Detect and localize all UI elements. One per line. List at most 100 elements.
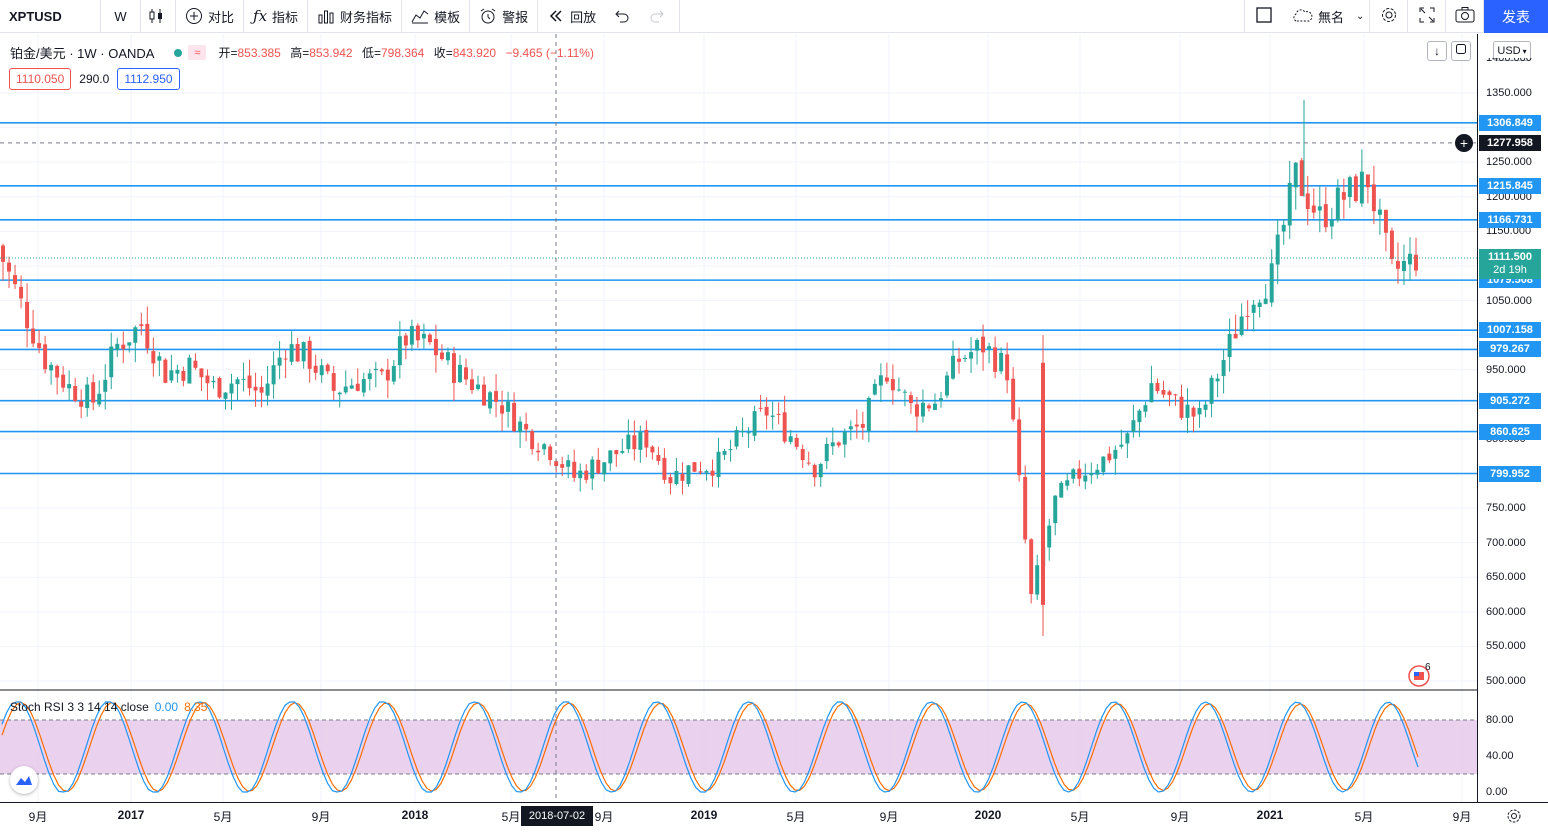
stoch-title: Stoch RSI 3 3 14 14 close <box>10 700 149 714</box>
maximize-pane-button[interactable] <box>1451 41 1471 61</box>
chart-type-button[interactable] <box>141 0 176 33</box>
candle-body <box>247 375 252 389</box>
candle-body <box>512 402 517 432</box>
candle-body <box>1059 482 1064 498</box>
candle-body <box>403 335 408 346</box>
candle-body <box>1383 209 1388 233</box>
candle-body <box>614 450 619 455</box>
undo-icon <box>613 8 629 24</box>
candle-body <box>1119 444 1124 447</box>
fx-icon: ƒx <box>253 7 268 25</box>
candle-body <box>758 407 763 409</box>
candle-body <box>590 459 595 479</box>
time-label: 2018 <box>401 808 429 822</box>
candle-body <box>548 446 553 461</box>
candle-body <box>981 336 986 353</box>
candle-body <box>427 334 432 343</box>
candle-body <box>632 435 637 450</box>
candle-body <box>1047 525 1052 548</box>
candle-body <box>193 360 198 368</box>
session-icon[interactable]: ≈ <box>188 45 207 60</box>
symbol-search-button[interactable]: XPTUSD <box>0 0 101 33</box>
top-toolbar: XPTUSD W 对比 ƒx 指标 财务指标 模板 警报 回放 無名 ⌄ <box>0 0 1548 33</box>
interval-button[interactable]: W <box>101 0 141 33</box>
scale-settings-gear-icon[interactable] <box>1504 806 1524 826</box>
add-alert-plus-icon[interactable]: + <box>1455 133 1473 152</box>
candle-body <box>963 357 968 359</box>
sell-button[interactable]: 1110.050 <box>9 68 72 90</box>
horizontal-levels[interactable] <box>0 122 1477 475</box>
candle-body <box>289 344 294 362</box>
price-scale[interactable] <box>1477 34 1548 802</box>
candle-body <box>67 384 72 389</box>
currency-selector[interactable]: USD ▾ <box>1493 41 1531 61</box>
time-label: 2020 <box>974 808 1002 822</box>
candle-body <box>97 393 102 405</box>
candle-body <box>367 373 372 380</box>
candle-body <box>253 386 258 391</box>
compare-button[interactable]: 对比 <box>176 0 245 33</box>
stoch-d-line <box>1 701 1419 793</box>
candle-body <box>1125 433 1130 444</box>
candle-body <box>500 405 505 414</box>
candle-body <box>415 325 420 341</box>
candle-body <box>391 366 396 382</box>
publish-button[interactable]: 发表 <box>1484 0 1548 33</box>
stoch-rsi-legend[interactable]: Stoch RSI 3 3 14 14 close 0.00 8.35 <box>10 700 207 714</box>
candle-body <box>139 324 144 327</box>
candle-body <box>752 411 757 436</box>
settings-button[interactable] <box>1370 0 1408 33</box>
alert-button[interactable]: 警报 <box>470 0 539 33</box>
candles <box>1 99 1418 637</box>
time-label: 5月 <box>1070 810 1090 824</box>
layout-toggle-button[interactable] <box>1244 0 1282 33</box>
candle-body <box>788 436 793 442</box>
news-flag-icon[interactable] <box>1407 664 1431 688</box>
templates-button[interactable]: 模板 <box>402 0 471 33</box>
time-label: 9月 <box>1170 810 1190 824</box>
candle-body <box>1227 333 1232 358</box>
open-label: 开= <box>218 46 238 60</box>
buy-button[interactable]: 1112.950 <box>117 68 180 90</box>
candle-body <box>572 461 577 478</box>
candle-body <box>205 375 210 384</box>
candle-body <box>1275 234 1280 265</box>
snapshot-button[interactable] <box>1446 0 1484 33</box>
candle-body <box>61 374 66 388</box>
redo-button[interactable] <box>642 0 681 33</box>
price-tick-label: 650.000 <box>1486 571 1526 584</box>
candle-body <box>25 301 30 329</box>
replay-button[interactable]: 回放 <box>538 0 605 33</box>
scroll-down-button[interactable]: ↓ <box>1427 41 1447 61</box>
candle-body <box>349 385 354 389</box>
candle-body <box>902 391 907 393</box>
candle-body <box>836 442 841 446</box>
candle-body <box>49 364 54 371</box>
level-price-tag: 1166.731 <box>1479 211 1541 228</box>
candle-body <box>698 471 703 473</box>
candle-body <box>157 356 162 361</box>
time-label: 9月 <box>1452 810 1472 824</box>
price-tick-label: 950.000 <box>1486 363 1526 376</box>
price-tick-label: 1150.000 <box>1486 225 1532 238</box>
candle-body <box>692 462 697 472</box>
candle-body <box>295 343 300 362</box>
time-axis[interactable] <box>0 802 1548 833</box>
candle-body <box>1185 404 1190 418</box>
candle-body <box>1407 253 1412 265</box>
candle-body <box>85 384 90 408</box>
financials-button[interactable]: 财务指标 <box>308 0 403 33</box>
undo-button[interactable] <box>605 0 642 33</box>
interval-label: W <box>114 8 127 24</box>
layout-name-button[interactable]: 無名 ⌄ <box>1282 0 1370 33</box>
replay-icon <box>547 7 565 25</box>
chevron-down-icon: ⌄ <box>1356 10 1365 22</box>
indicators-button[interactable]: ƒx 指标 <box>244 0 309 33</box>
market-status-dot[interactable] <box>174 48 183 57</box>
fullscreen-button[interactable] <box>1408 0 1446 33</box>
candle-body <box>560 464 565 468</box>
candle-body <box>169 370 174 381</box>
candle-body <box>782 412 787 442</box>
tradingview-logo-icon[interactable] <box>10 766 38 794</box>
